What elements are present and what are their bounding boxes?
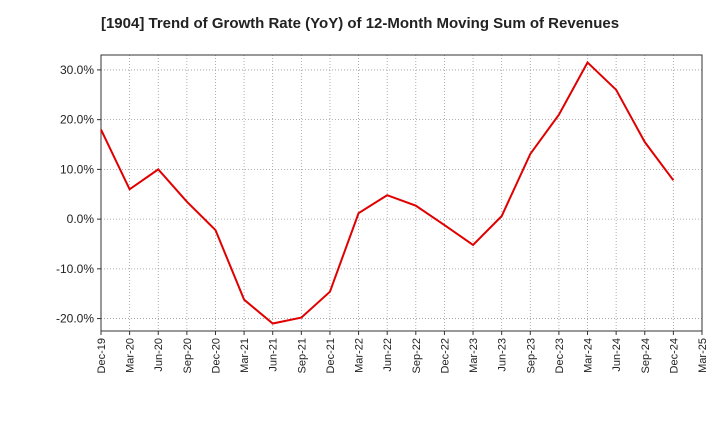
x-tick-label: Dec-21 (325, 338, 337, 373)
x-tick-label: Dec-19 (96, 338, 108, 373)
x-tick-label: Jun-21 (268, 338, 280, 372)
grid-layer (100, 55, 703, 331)
y-tick-label: 0.0% (67, 212, 95, 226)
plot-background (101, 55, 702, 331)
x-tick-label: Dec-23 (554, 338, 566, 373)
x-tick-label: Mar-20 (125, 338, 137, 373)
x-tick-label: Jun-20 (153, 338, 165, 372)
x-tick-label: Mar-23 (468, 338, 480, 373)
y-tick-label: -10.0% (56, 262, 94, 276)
x-tick-label: Jun-22 (382, 338, 394, 372)
x-tick-label: Sep-21 (296, 338, 308, 373)
plot-frame (100, 54, 703, 332)
axis-layer (97, 54, 703, 335)
x-tick-label: Dec-22 (439, 338, 451, 373)
series-line (100, 60, 675, 325)
x-tick-label: Mar-21 (239, 338, 251, 373)
x-tick-label: Mar-25 (697, 338, 709, 373)
y-tick-label: 10.0% (60, 162, 94, 176)
y-tick-labels: -20.0% -10.0% 0.0% 10.0% 20.0% 30.0% (56, 63, 94, 326)
x-tick-label: Jun-24 (611, 338, 623, 372)
x-tick-label: Sep-24 (640, 338, 652, 373)
x-tick-label: Jun-23 (497, 338, 509, 372)
x-tick-label: Sep-23 (525, 338, 537, 373)
x-tick-labels: Dec-19 Mar-20 Jun-20 Sep-20 Dec-20 Mar-21 Jun-… (96, 338, 709, 373)
chart-title: [1904] Trend of Growth Rate (YoY) of 12-… (100, 15, 620, 32)
x-tick-label: Mar-24 (583, 338, 595, 373)
x-tick-label: Mar-22 (354, 338, 366, 373)
x-tick-label: Sep-20 (182, 338, 194, 373)
x-tick-label: Sep-22 (411, 338, 423, 373)
y-tick-label: 30.0% (60, 63, 94, 77)
x-tick-label: Dec-20 (210, 338, 222, 373)
y-tick-label: 20.0% (60, 113, 94, 127)
series-layer (100, 60, 675, 325)
x-tick-label: Dec-24 (668, 338, 680, 373)
y-tick-label: -20.0% (56, 312, 94, 326)
